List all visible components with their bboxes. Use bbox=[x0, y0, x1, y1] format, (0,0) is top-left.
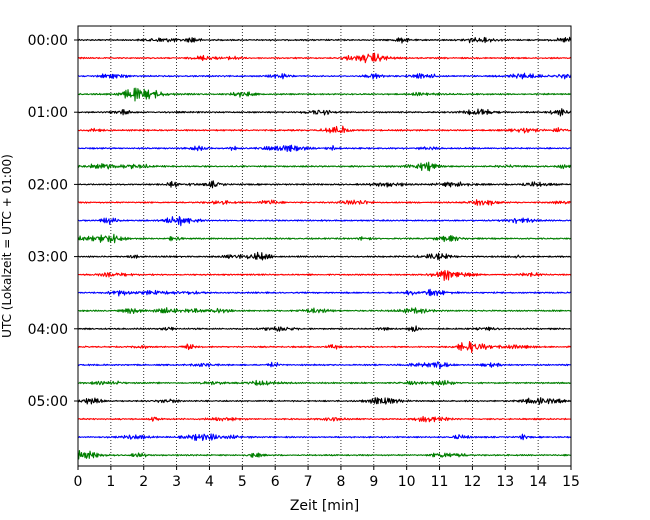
trace-0245 bbox=[77, 233, 572, 244]
x-tick-label: 15 bbox=[562, 474, 580, 490]
y-tick-label: 00:00 bbox=[28, 33, 68, 49]
trace-0315 bbox=[77, 269, 572, 281]
x-tick-label: 11 bbox=[431, 474, 449, 490]
trace-0345 bbox=[77, 307, 572, 314]
y-tick-label: 01:00 bbox=[28, 105, 68, 121]
y-axis-label: UTC (Lokalzeit = UTC + 01:00) bbox=[0, 154, 14, 338]
plot-frame bbox=[77, 25, 572, 467]
x-tick-label: 12 bbox=[463, 474, 481, 490]
x-tick-label: 5 bbox=[238, 474, 247, 490]
trace-0530 bbox=[77, 433, 572, 442]
x-axis: 0 1 2 3 4 5 6 7 8 9 10 11 12 13 14 15 bbox=[74, 466, 580, 490]
x-tick-label: 8 bbox=[336, 474, 345, 490]
trace-0430 bbox=[77, 361, 572, 370]
trace-0545 bbox=[77, 450, 572, 460]
trace-0300 bbox=[77, 251, 572, 261]
y-tick-label: 05:00 bbox=[28, 394, 68, 410]
trace-0400 bbox=[77, 325, 572, 332]
x-tick-label: 2 bbox=[139, 474, 148, 490]
trace-0500 bbox=[77, 397, 572, 405]
x-tick-label: 6 bbox=[271, 474, 280, 490]
y-tick-label: 04:00 bbox=[28, 322, 68, 338]
y-tick-label: 02:00 bbox=[28, 177, 68, 193]
trace-0030 bbox=[77, 72, 572, 80]
trace-0115 bbox=[77, 125, 572, 134]
y-axis: 00:00 01:00 02:00 03:00 04:00 05:00 bbox=[28, 33, 78, 410]
x-tick-label: 3 bbox=[172, 474, 181, 490]
trace-0000 bbox=[77, 36, 572, 44]
trace-0045 bbox=[77, 87, 572, 102]
trace-0415 bbox=[77, 340, 572, 354]
trace-0215 bbox=[77, 199, 572, 206]
x-tick-label: 1 bbox=[106, 474, 115, 490]
x-tick-label: 7 bbox=[304, 474, 313, 490]
x-tick-label: 10 bbox=[398, 474, 416, 490]
trace-0445 bbox=[77, 379, 572, 386]
x-tick-label: 14 bbox=[529, 474, 547, 490]
trace-0330 bbox=[77, 288, 572, 297]
vertical-grid bbox=[110, 26, 539, 466]
x-tick-label: 0 bbox=[74, 474, 83, 490]
trace-0200 bbox=[77, 180, 572, 189]
trace-0015 bbox=[77, 52, 572, 64]
trace-0100 bbox=[77, 108, 572, 117]
x-tick-label: 4 bbox=[205, 474, 214, 490]
trace-0145 bbox=[77, 161, 572, 172]
trace-0230 bbox=[77, 216, 572, 227]
y-tick-label: 03:00 bbox=[28, 250, 68, 266]
x-tick-label: 9 bbox=[369, 474, 378, 490]
x-tick-label: 13 bbox=[496, 474, 514, 490]
trace-0515 bbox=[77, 415, 572, 423]
x-axis-label: Zeit [min] bbox=[290, 498, 359, 514]
seismogram-traces bbox=[77, 36, 572, 460]
trace-0130 bbox=[77, 144, 572, 153]
